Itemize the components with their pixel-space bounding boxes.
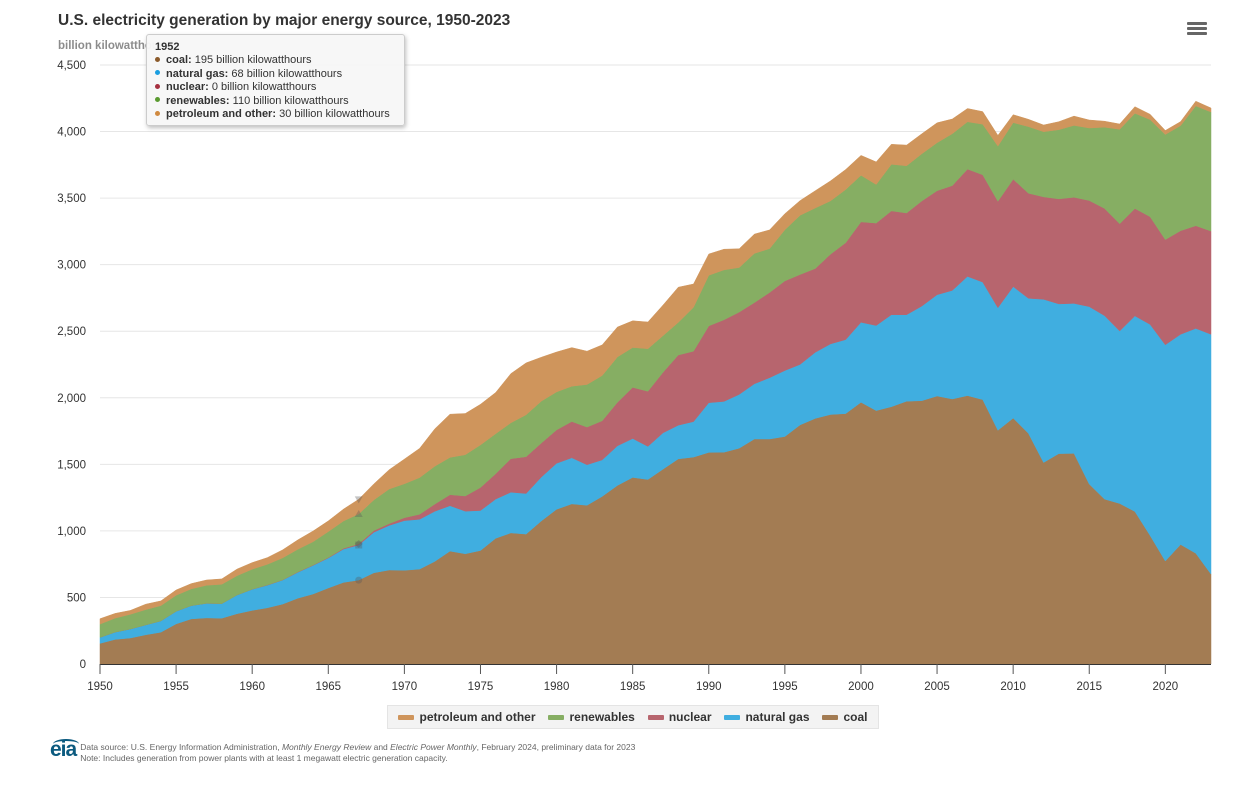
tooltip-label: renewables: xyxy=(166,94,230,107)
source-line: Data source: U.S. Energy Information Adm… xyxy=(80,742,635,753)
tooltip-value: 195 billion kilowatthours xyxy=(194,54,312,67)
tooltip-dot-coal xyxy=(155,57,160,62)
x-axis-ticks: 1950 1955 1960 1965 1970 1975 1980 1985 1990 1995… xyxy=(87,664,1178,693)
x-tick-label: 1965 xyxy=(315,681,341,693)
x-tick-label: 2015 xyxy=(1076,681,1102,693)
menu-bar xyxy=(1187,32,1207,35)
menu-bar xyxy=(1187,27,1207,30)
y-tick-label: 4,500 xyxy=(57,60,86,72)
x-tick-label: 1990 xyxy=(696,681,722,693)
hover-marker-nuclear xyxy=(354,539,363,548)
legend-label: petroleum and other xyxy=(419,710,536,724)
eia-logo-arc xyxy=(53,739,79,749)
tooltip-year: 1952 xyxy=(155,41,180,53)
tooltip-row-nuclear: nuclear: 0 billion kilowatthours xyxy=(155,81,396,94)
source-note: Note: Includes generation from power pla… xyxy=(80,753,448,763)
tooltip-value: 30 billion kilowatthours xyxy=(279,108,390,121)
data-source: Data source: U.S. Energy Information Adm… xyxy=(80,742,635,764)
tooltip-value: 68 billion kilowatthours xyxy=(231,67,343,80)
y-tick-label: 3,000 xyxy=(57,260,86,272)
legend-item-natural-gas[interactable]: natural gas xyxy=(724,710,810,724)
legend-swatch xyxy=(822,714,839,720)
source-and: and xyxy=(371,742,391,752)
legend-swatch xyxy=(398,714,415,720)
tooltip-dot-petroleum xyxy=(155,110,160,116)
tooltip-label: natural gas: xyxy=(166,67,229,80)
x-tick-label: 2010 xyxy=(1000,681,1026,693)
tooltip-label: petroleum and other: xyxy=(166,108,277,121)
legend-label: renewables xyxy=(569,710,635,724)
legend-item-renewables[interactable]: renewables xyxy=(548,710,635,724)
y-tick-label: 1,000 xyxy=(57,526,86,538)
tooltip-dot-renewables xyxy=(155,97,160,103)
x-tick-label: 1980 xyxy=(544,681,570,693)
legend-swatch xyxy=(647,714,664,720)
area-petroleum-and-other xyxy=(99,100,1212,625)
y-tick-label: 500 xyxy=(67,592,86,604)
legend-label: coal xyxy=(843,710,868,724)
tooltip-row-coal: coal: 195 billion kilowatthours xyxy=(155,54,396,67)
source-publication-1: Monthly Energy Review xyxy=(281,742,372,752)
tooltip: 1952 coal: 195 billion kilowatthours nat… xyxy=(146,34,405,126)
stacked-areas xyxy=(99,100,1212,665)
tooltip-row-petroleum: petroleum and other: 30 billion kilowatt… xyxy=(155,108,396,121)
source-publication-2: Electric Power Monthly xyxy=(390,742,477,752)
y-tick-label: 2,000 xyxy=(57,393,86,405)
tooltip-value: 110 billion kilowatthours xyxy=(232,94,349,107)
tooltip-label: coal: xyxy=(166,54,192,67)
y-axis-unit-label: billion kilowatthours xyxy=(58,40,170,52)
y-tick-label: 1,500 xyxy=(57,459,86,471)
tooltip-dot-nuclear xyxy=(155,83,160,89)
legend-label: natural gas xyxy=(745,710,810,724)
tooltip-row-natural-gas: natural gas: 68 billion kilowatthours xyxy=(155,68,396,81)
tooltip-label: nuclear: xyxy=(166,81,209,94)
legend-item-petroleum-and-other[interactable]: petroleum and other xyxy=(398,710,536,724)
x-tick-label: 1995 xyxy=(772,681,798,693)
chart-title: U.S. electricity generation by major ene… xyxy=(58,12,511,29)
y-tick-label: 4,000 xyxy=(57,127,86,139)
x-tick-label: 2005 xyxy=(924,681,950,693)
tooltip-row-renewables: renewables: 110 billion kilowatthours xyxy=(155,95,396,108)
y-axis-ticks: 0 500 1,000 1,500 2,000 2,500 3,000 3,500 4,000 4… xyxy=(57,60,86,671)
tooltip-dot-natural-gas xyxy=(155,70,160,76)
eia-logo[interactable]: eia xyxy=(50,738,79,762)
x-tick-label: 1975 xyxy=(468,681,494,693)
y-tick-label: 0 xyxy=(80,659,86,671)
hover-marker-natural-gas xyxy=(355,541,363,549)
hamburger-menu-icon[interactable] xyxy=(1187,22,1207,38)
legend-item-nuclear[interactable]: nuclear xyxy=(647,710,712,724)
legend-swatch xyxy=(548,714,565,720)
legend-item-coal[interactable]: coal xyxy=(822,710,867,724)
x-tick-label: 1960 xyxy=(239,681,265,693)
source-prefix: Data source: U.S. Energy Information Adm… xyxy=(80,742,282,752)
x-tick-label: 2000 xyxy=(848,681,874,693)
tooltip-value: 0 billion kilowatthours xyxy=(211,81,317,94)
x-tick-label: 1955 xyxy=(163,681,189,693)
legend-label: nuclear xyxy=(668,710,712,724)
footer: eia Data source: U.S. Energy Information… xyxy=(50,738,635,766)
hover-marker-petroleum-and-other xyxy=(354,496,363,504)
x-tick-label: 1985 xyxy=(620,681,646,693)
x-tick-label: 1950 xyxy=(87,681,113,693)
x-tick-label: 1970 xyxy=(392,681,418,693)
legend-swatch xyxy=(724,714,741,720)
y-tick-label: 2,500 xyxy=(57,326,86,338)
hover-marker-coal xyxy=(355,576,363,584)
legend: petroleum and other renewables nuclear n… xyxy=(387,705,879,729)
y-tick-label: 3,500 xyxy=(57,193,86,205)
menu-bar xyxy=(1187,22,1207,25)
hover-markers xyxy=(354,496,363,584)
source-suffix: , February 2024, preliminary data for 20… xyxy=(476,742,636,752)
x-tick-label: 2020 xyxy=(1153,681,1179,693)
hover-marker-renewables xyxy=(354,509,363,517)
